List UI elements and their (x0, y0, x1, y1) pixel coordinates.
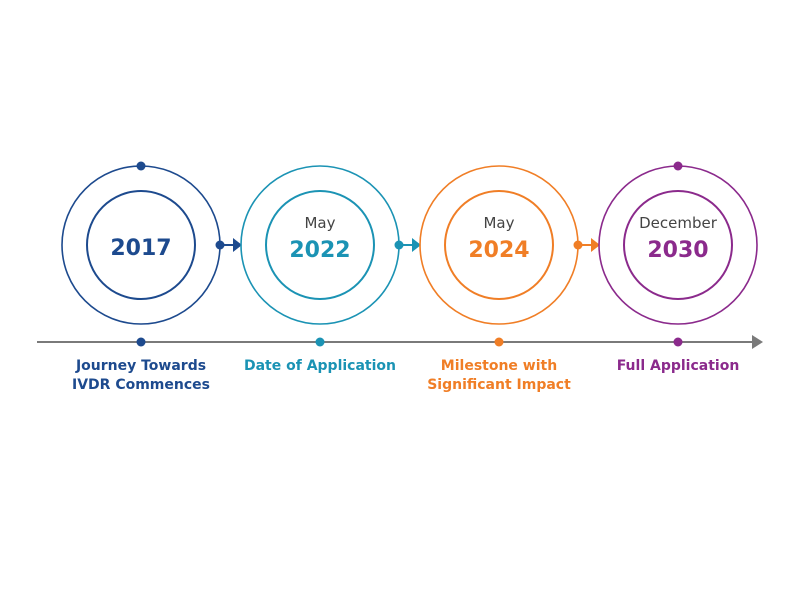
milestone-label: Full Application (616, 358, 740, 374)
axis-dot (494, 337, 504, 347)
milestone-label: IVDR Commences (72, 377, 210, 393)
top-dot (673, 161, 683, 171)
milestone-year: 2017 (110, 236, 172, 261)
milestone-year: 2022 (289, 238, 351, 263)
milestone-month: December (639, 214, 717, 232)
axis-dot (673, 337, 683, 347)
inner-ring (86, 190, 196, 300)
milestone-label: Milestone with (440, 358, 558, 374)
top-dot (136, 161, 146, 171)
connector-arrow (412, 238, 421, 252)
milestone-label: Date of Application (243, 358, 396, 374)
timeline-arrowhead (752, 335, 763, 349)
milestone-month: May (483, 214, 515, 232)
milestone-year: 2030 (647, 238, 709, 263)
axis-dot (136, 337, 146, 347)
milestone-label: Significant Impact (427, 377, 571, 393)
connector-arrow (233, 238, 242, 252)
inner-ring (265, 190, 375, 300)
connector-arrow (591, 238, 600, 252)
milestone-label: Journey Towards (75, 358, 207, 374)
milestone-month: May (304, 214, 336, 232)
milestone-year: 2024 (468, 238, 530, 263)
inner-ring (444, 190, 554, 300)
inner-ring (623, 190, 733, 300)
axis-dot (315, 337, 325, 347)
